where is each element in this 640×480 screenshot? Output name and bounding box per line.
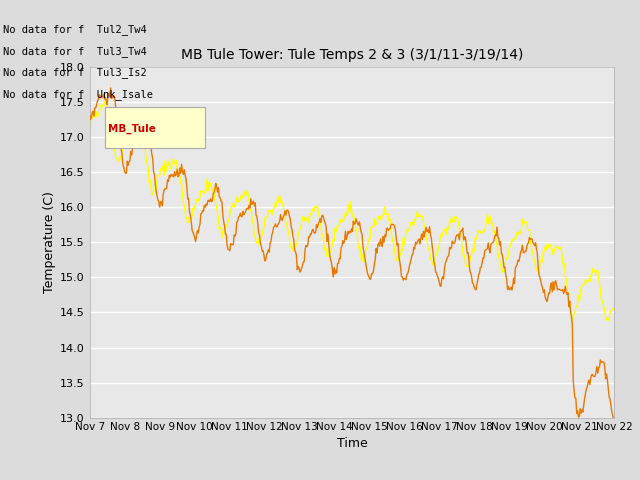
Legend: Tul2_Ts-2, Tul2_Ts-8: Tul2_Ts-2, Tul2_Ts-8 [244, 477, 460, 480]
Tul2_Ts-2 [324, 231, 332, 237]
Tul2_Ts-8 [179, 200, 187, 206]
Y-axis label: Temperature (C): Temperature (C) [43, 192, 56, 293]
Tul2_Ts-8 [611, 295, 618, 301]
Tul2_Ts-2 [482, 247, 490, 253]
Tul2_Ts-2 [179, 171, 187, 177]
Tul2_Ts-8 [221, 225, 229, 230]
FancyBboxPatch shape [106, 108, 205, 148]
Tul2_Ts-2 [86, 112, 93, 118]
Tul2_Ts-8 [396, 253, 404, 259]
Text: No data for f  Tul3_Tw4: No data for f Tul3_Tw4 [3, 46, 147, 57]
Line: Tul2_Ts-8: Tul2_Ts-8 [90, 101, 614, 321]
Tul2_Ts-8 [102, 98, 109, 104]
Tul2_Ts-8 [568, 318, 576, 324]
Tul2_Ts-2 [611, 416, 618, 421]
Tul2_Ts-8 [482, 223, 490, 229]
Line: Tul2_Ts-2: Tul2_Ts-2 [90, 88, 614, 420]
Tul2_Ts-2 [610, 417, 618, 422]
X-axis label: Time: Time [337, 437, 367, 450]
Text: No data for f  Tul2_Tw4: No data for f Tul2_Tw4 [3, 24, 147, 35]
Title: MB Tule Tower: Tule Temps 2 & 3 (3/1/11-3/19/14): MB Tule Tower: Tule Temps 2 & 3 (3/1/11-… [181, 48, 523, 62]
Text: No data for f  Tul3_Is2: No data for f Tul3_Is2 [3, 67, 147, 78]
Text: MB_Tule: MB_Tule [108, 123, 156, 133]
Tul2_Ts-2 [437, 283, 445, 289]
Tul2_Ts-2 [107, 85, 115, 91]
Tul2_Ts-8 [86, 123, 93, 129]
Tul2_Ts-2 [396, 259, 404, 265]
Tul2_Ts-8 [324, 252, 332, 258]
Text: No data for f  Unk_Isale: No data for f Unk_Isale [3, 89, 153, 100]
Tul2_Ts-8 [437, 232, 445, 238]
Tul2_Ts-2 [221, 231, 229, 237]
